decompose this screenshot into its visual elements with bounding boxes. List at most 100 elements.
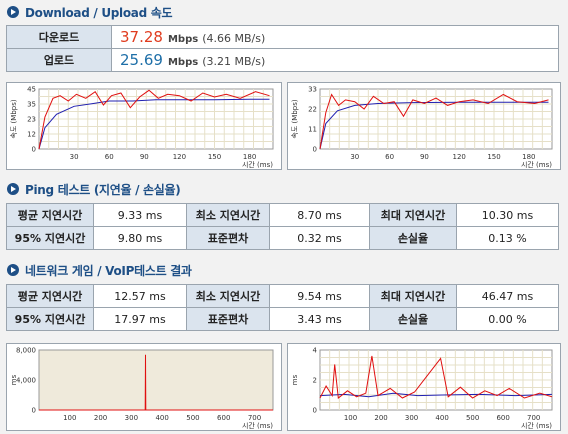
- x-axis-label: 시간 (ms): [521, 160, 552, 169]
- section-bullet-icon: [7, 264, 19, 276]
- download-value-cell: 37.28 Mbps (4.66 MB/s): [111, 25, 559, 49]
- x-tick-label: 180: [522, 153, 535, 161]
- x-tick-label: 90: [420, 153, 429, 161]
- voip-avg-label: 평균 지연시간: [6, 284, 94, 308]
- voip-p95-label: 95% 지연시간: [6, 307, 94, 331]
- y-tick-label: 22: [308, 106, 317, 114]
- speed-table: 다운로드 37.28 Mbps (4.66 MB/s) 업로드 25.69 Mbps(…: [6, 25, 559, 72]
- speed-section-header: Download / Upload 속도: [0, 1, 568, 23]
- download-label: 다운로드: [6, 25, 112, 49]
- voip-min-value: 9.54 ms: [269, 284, 370, 308]
- x-tick-label: 500: [466, 414, 479, 422]
- voip-section-title: 네트워크 게임 / VoIP테스트 결과: [25, 263, 192, 278]
- chart-svg: 8,000 4,000 0 100 200 300 400 500 600 700 ms 시간 (ms…: [10, 347, 274, 430]
- ping-loss-label: 손실율: [369, 226, 457, 250]
- y-tick-label: 0: [313, 407, 317, 415]
- x-tick-label: 30: [70, 153, 79, 161]
- upload-label: 업로드: [6, 48, 112, 72]
- voip-section-header: 네트워크 게임 / VoIP테스트 결과: [0, 259, 568, 281]
- x-tick-label: 120: [173, 153, 186, 161]
- ping-max-value: 10.30 ms: [456, 203, 559, 227]
- voip-std-label: 표준편차: [186, 307, 270, 331]
- y-tick-label: 0: [313, 146, 317, 154]
- series-line: [38, 89, 270, 150]
- plot-area: [38, 349, 274, 411]
- voip-avg-value: 12.57 ms: [93, 284, 187, 308]
- y-tick-label: 45: [27, 86, 36, 94]
- x-tick-label: 180: [243, 153, 256, 161]
- series-line: [319, 93, 549, 150]
- x-tick-label: 600: [217, 414, 230, 422]
- voip-p95-value: 17.97 ms: [93, 307, 187, 331]
- x-tick-label: 200: [94, 414, 107, 422]
- ping-avg-value: 9.33 ms: [93, 203, 187, 227]
- ping-table: 평균 지연시간 9.33 ms 최소 지연시간 8.70 ms 최대 지연시간 …: [6, 203, 559, 250]
- y-axis-label: ms: [10, 374, 18, 385]
- x-tick-label: 500: [186, 414, 199, 422]
- series-line: [319, 392, 553, 398]
- series-line: [39, 354, 273, 411]
- ping-loss-value: 0.13 %: [456, 226, 559, 250]
- y-tick-label: 8,000: [16, 347, 36, 355]
- x-axis-label: 시간 (ms): [242, 421, 273, 430]
- y-tick-label: 23: [27, 116, 36, 124]
- upload-value-cell: 25.69 Mbps (3.21 MB/s): [111, 48, 559, 72]
- x-axis-label: 시간 (ms): [521, 421, 552, 430]
- x-tick-label: 100: [63, 414, 76, 422]
- x-tick-label: 700: [527, 414, 540, 422]
- voip-loss-label: 손실율: [369, 307, 457, 331]
- voip-max-value: 46.47 ms: [456, 284, 559, 308]
- x-tick-label: 150: [487, 153, 500, 161]
- ping-min-value: 8.70 ms: [269, 203, 370, 227]
- x-axis-label: 시간 (ms): [242, 160, 273, 169]
- game-latency-chart: 8,000 4,000 0 100 200 300 400 500 600 700 ms 시간 (ms…: [6, 343, 282, 431]
- ping-p95-label: 95% 지연시간: [6, 226, 94, 250]
- download-mbps-value: 37.28: [120, 28, 163, 46]
- y-tick-label: 0: [32, 146, 36, 154]
- ping-min-label: 최소 지연시간: [186, 203, 270, 227]
- x-tick-label: 60: [385, 153, 394, 161]
- x-tick-label: 600: [496, 414, 509, 422]
- y-tick-label: 35: [27, 101, 36, 109]
- x-tick-label: 90: [140, 153, 149, 161]
- x-tick-label: 300: [125, 414, 138, 422]
- y-tick-label: 4: [313, 347, 318, 355]
- voip-latency-chart: 4 2 0 100 200 300 400 500 600 700 ms 시간 (ms): [287, 343, 561, 431]
- x-tick-label: 150: [208, 153, 221, 161]
- y-tick-label: 33: [308, 86, 317, 94]
- upload-unit: Mbps: [167, 57, 199, 68]
- voip-std-value: 3.43 ms: [269, 307, 370, 331]
- upload-mbytes: (3.21 MB/s): [202, 55, 266, 68]
- ping-std-label: 표준편차: [186, 226, 270, 250]
- chart-svg: 33 22 11 0 30 60 90 120 150 180 속도 (Mbps) 시간 (ms): [291, 86, 553, 169]
- ping-avg-label: 평균 지연시간: [6, 203, 94, 227]
- voip-min-label: 최소 지연시간: [186, 284, 270, 308]
- speed-section-title: Download / Upload 속도: [25, 5, 173, 20]
- x-tick-label: 200: [374, 414, 387, 422]
- voip-loss-value: 0.00 %: [456, 307, 559, 331]
- y-tick-label: 0: [32, 407, 36, 415]
- series-line: [319, 355, 553, 399]
- ping-std-value: 0.32 ms: [269, 226, 370, 250]
- chart-svg: 4 2 0 100 200 300 400 500 600 700 ms 시간 (ms): [291, 347, 553, 430]
- download-mbytes: (4.66 MB/s): [202, 32, 266, 45]
- x-tick-label: 120: [453, 153, 466, 161]
- y-tick-label: 12: [27, 131, 36, 139]
- ping-section-title: Ping 테스트 (지연율 / 손실율): [25, 182, 181, 197]
- y-axis-label: ms: [291, 374, 299, 385]
- download-unit: Mbps: [167, 34, 199, 45]
- x-tick-label: 100: [344, 414, 357, 422]
- upload-chart: 33 22 11 0 30 60 90 120 150 180 속도 (Mbps) 시간 (ms): [287, 82, 561, 170]
- voip-table: 평균 지연시간 12.57 ms 최소 지연시간 9.54 ms 최대 지연시간…: [6, 284, 559, 331]
- voip-max-label: 최대 지연시간: [369, 284, 457, 308]
- y-tick-label: 2: [313, 377, 317, 385]
- x-tick-label: 400: [155, 414, 168, 422]
- series-line: [38, 98, 270, 150]
- ping-max-label: 최대 지연시간: [369, 203, 457, 227]
- upload-mbps-value: 25.69: [120, 51, 163, 69]
- section-bullet-icon: [7, 6, 19, 18]
- section-bullet-icon: [7, 183, 19, 195]
- y-tick-label: 4,000: [16, 377, 36, 385]
- x-tick-label: 700: [248, 414, 261, 422]
